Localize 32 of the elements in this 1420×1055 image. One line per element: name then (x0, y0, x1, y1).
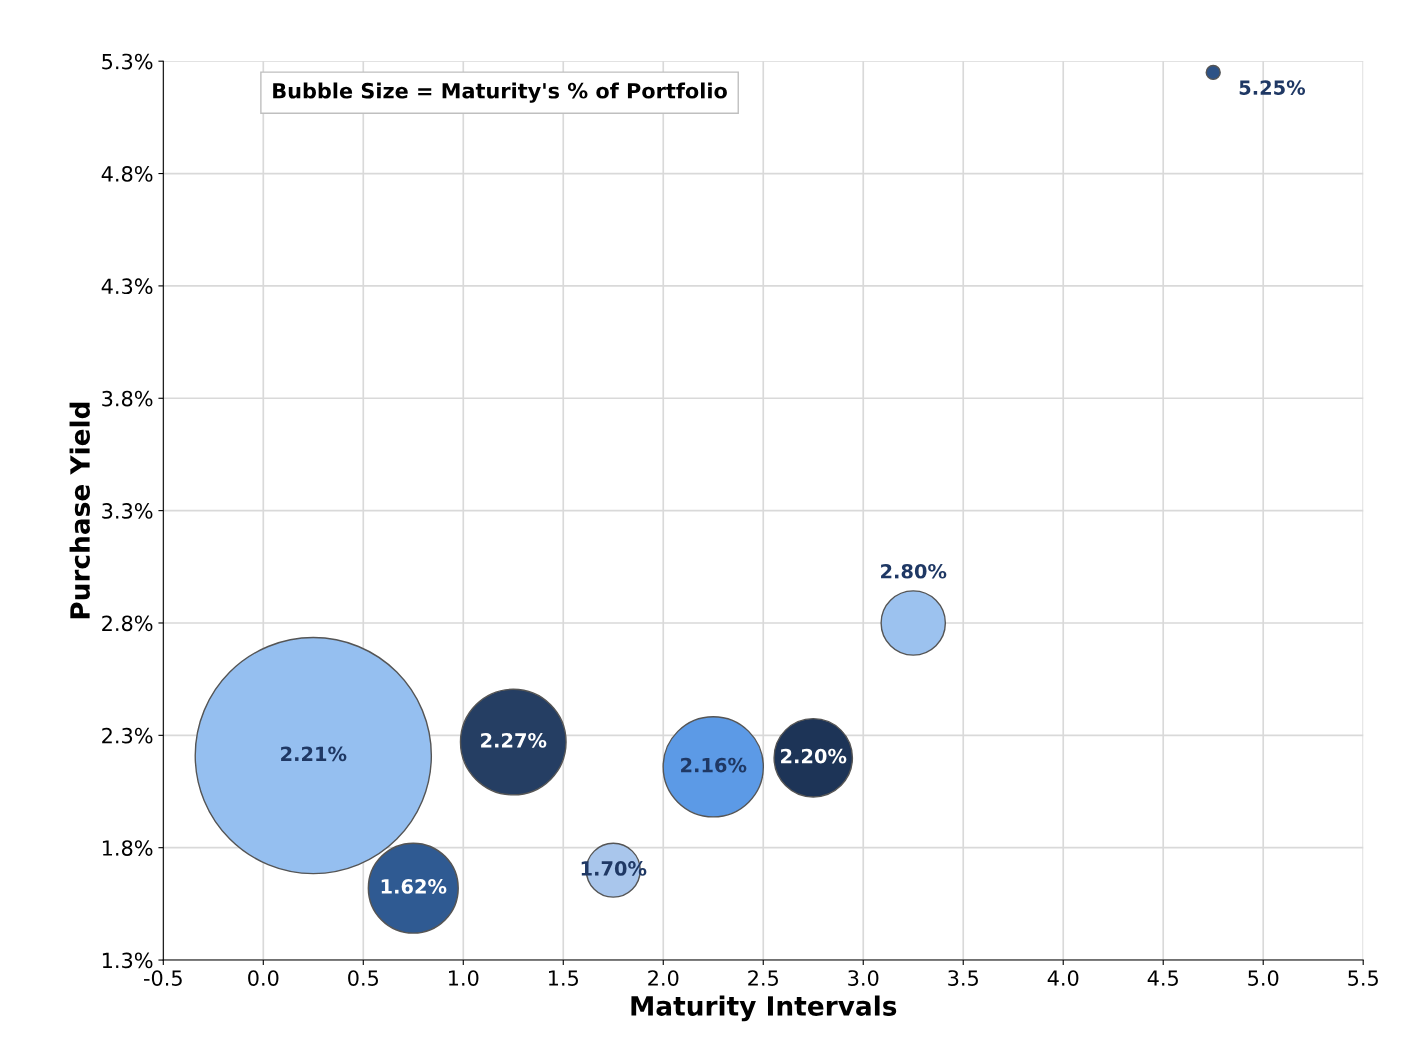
y-tick-label: 2.8% (102, 615, 153, 632)
data-label: 2.20% (781, 748, 847, 764)
x-tick-label: 5.5 (1348, 970, 1378, 986)
y-tick-label: 3.3% (102, 503, 153, 519)
x-tick-label: 3.0 (848, 970, 879, 986)
y-tick-label: 4.8% (101, 166, 153, 182)
x-tick-label: 3.5 (948, 970, 978, 986)
x-tick-label: -0.5 (143, 970, 182, 986)
x-tick-label: 2.0 (648, 970, 679, 986)
x-tick-label: 1.5 (548, 970, 579, 986)
x-tick-label: 0.0 (248, 970, 279, 986)
x-tick-label: 4.5 (1147, 970, 1178, 986)
y-tick-label: 2.3% (102, 727, 153, 744)
y-tick-label: 1.8% (102, 840, 153, 856)
y-tick-label: 5.3% (102, 53, 153, 70)
x-tick-label: 0.5 (348, 970, 379, 986)
data-label: 5.25% (1239, 80, 1306, 95)
x-tick-label: 2.5 (748, 970, 778, 986)
x-tick-label: 1.0 (449, 970, 479, 986)
x-tick-label: 4.0 (1047, 970, 1079, 986)
data-label: 2.21% (281, 746, 347, 762)
x-tick-label: 5.0 (1248, 970, 1279, 986)
data-label: 2.16% (681, 757, 747, 773)
y-tick-label: 3.8% (102, 390, 153, 407)
y-tick-label: 1.3% (102, 952, 153, 969)
x-axis-title: Maturity Intervals (631, 995, 897, 1022)
y-axis-title: Purchase Yield (69, 402, 90, 619)
data-label: 2.80% (881, 563, 947, 579)
annotation: Bubble Size = Maturity's % of Portfolio (273, 82, 727, 103)
y-tick-label: 4.3% (101, 278, 153, 295)
data-label: 1.62% (381, 879, 447, 894)
data-label: 2.27% (481, 733, 547, 748)
